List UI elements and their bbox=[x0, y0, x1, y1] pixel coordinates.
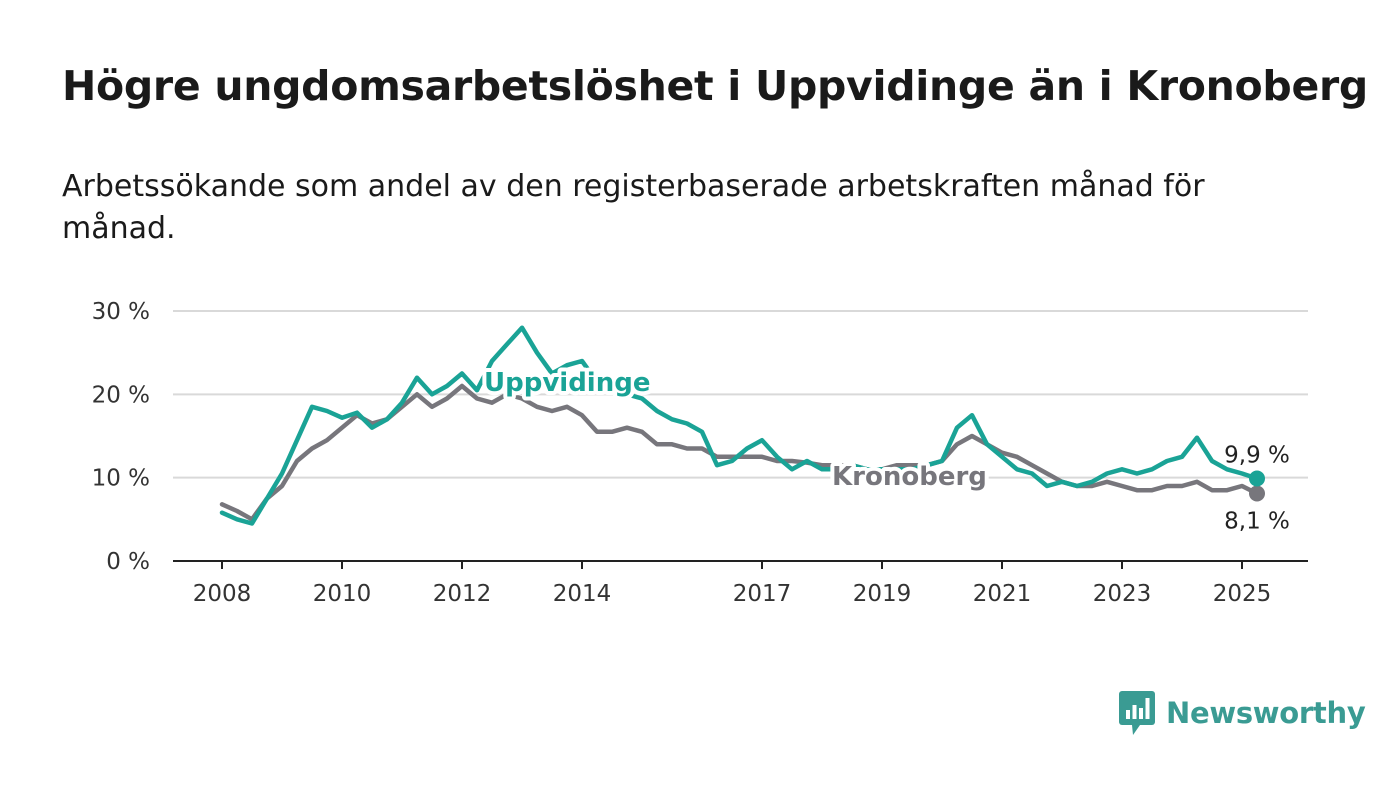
x-tick-label: 2012 bbox=[433, 581, 492, 607]
x-tick-label: 2017 bbox=[733, 581, 792, 607]
series-label-uppvidinge: Uppvidinge bbox=[484, 368, 650, 398]
series-lines bbox=[219, 325, 1265, 526]
x-tick-label: 2025 bbox=[1213, 581, 1272, 607]
end-value-kronoberg: 8,1 % bbox=[1224, 509, 1290, 535]
y-tick-label: 20 % bbox=[92, 382, 150, 408]
series-label-kronoberg: Kronoberg bbox=[832, 462, 987, 492]
x-tick-label: 2010 bbox=[313, 581, 372, 607]
x-tick-label: 2023 bbox=[1093, 581, 1152, 607]
x-tick-label: 2021 bbox=[973, 581, 1032, 607]
end-marker-uppvidinge bbox=[1249, 470, 1265, 487]
x-tick-label: 2019 bbox=[853, 581, 912, 607]
y-axis-ticks: 0 % 10 % 20 % 30 % bbox=[92, 299, 150, 575]
series-line-uppvidinge bbox=[219, 325, 1260, 526]
end-value-uppvidinge: 9,9 % bbox=[1224, 443, 1290, 469]
newsworthy-logo-icon bbox=[1119, 691, 1155, 735]
y-tick-label: 30 % bbox=[92, 299, 150, 325]
line-chart: 0 % 10 % 20 % 30 % 2008 2010 2012 2014 2017 2019… bbox=[92, 299, 1308, 607]
end-marker-kronoberg bbox=[1249, 485, 1265, 502]
x-tick-label: 2008 bbox=[193, 581, 252, 607]
y-tick-label: 10 % bbox=[92, 466, 150, 492]
series-labels: 9,9 % 8,1 % Uppvidinge Kronoberg bbox=[480, 364, 1290, 535]
y-tick-label: 0 % bbox=[106, 549, 150, 575]
chart-subtitle: Arbetssökande som andel av den registerb… bbox=[62, 169, 1205, 246]
chart-title: Högre ungdomsarbetslöshet i Uppvidinge ä… bbox=[62, 62, 1368, 110]
x-tick-label: 2014 bbox=[553, 581, 612, 607]
brand-name: Newsworthy bbox=[1166, 696, 1366, 730]
grid-lines bbox=[173, 310, 1308, 479]
newsworthy-brand: Newsworthy bbox=[1118, 690, 1366, 736]
x-axis: 2008 2010 2012 2014 2017 2019 2021 2023 2025 bbox=[173, 560, 1308, 607]
